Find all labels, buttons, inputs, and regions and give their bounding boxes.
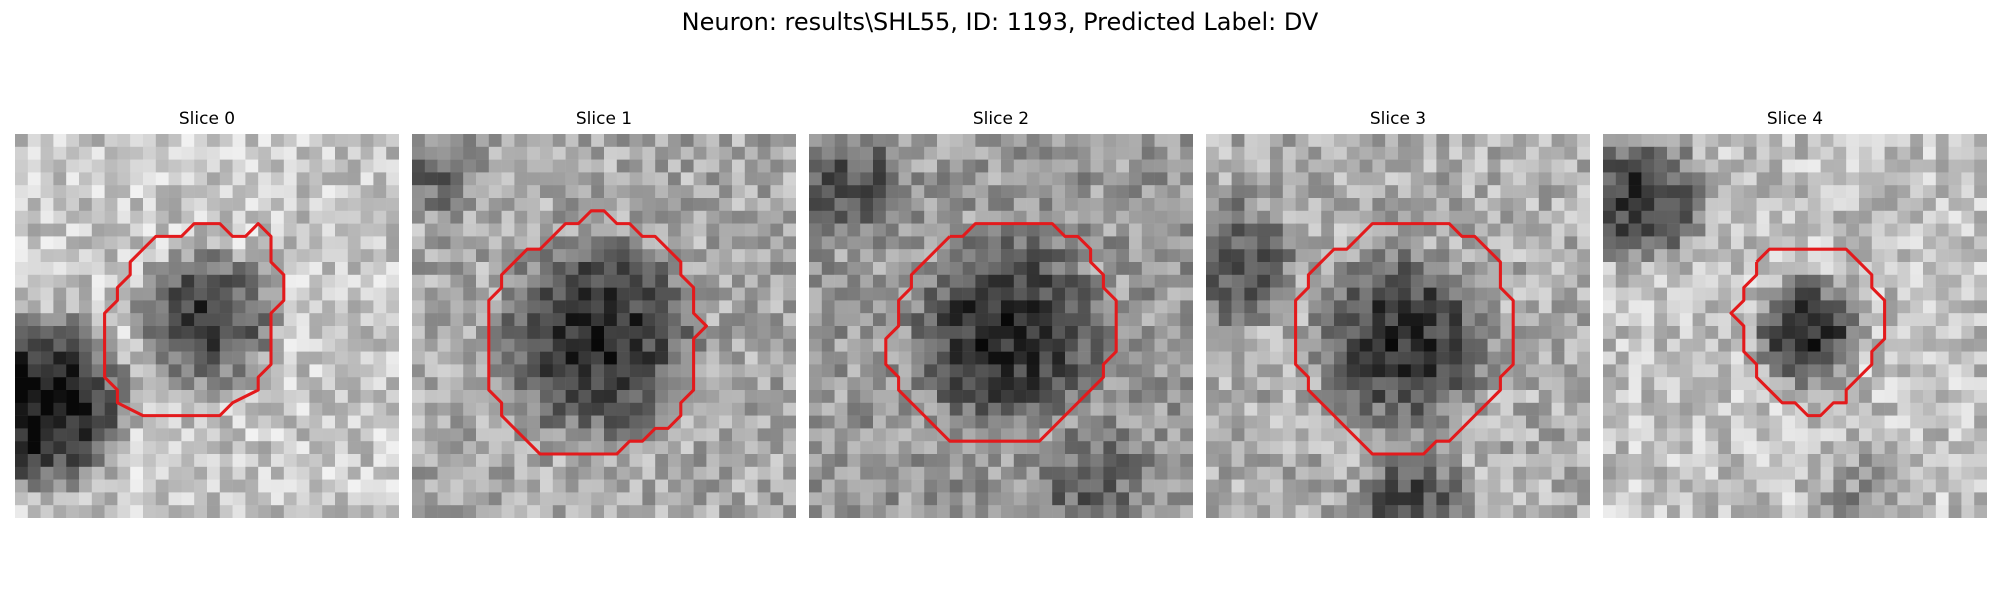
neuron-outline-3 <box>1294 222 1515 456</box>
slice-title-1: Slice 1 <box>575 109 633 129</box>
neuron-outline-4 <box>1729 247 1887 418</box>
slice-panel-2: Slice 2 <box>809 108 1193 518</box>
slice-title-3: Slice 3 <box>1369 109 1427 129</box>
slice-panel-1: Slice 1 <box>412 108 796 518</box>
slice-title-2: Slice 2 <box>972 109 1030 129</box>
neuron-outline-2 <box>884 222 1118 443</box>
slice-image-3 <box>1206 134 1590 518</box>
slice-panel-3: Slice 3 <box>1206 108 1590 518</box>
figure-title: Neuron: results\SHL55, ID: 1193, Predict… <box>681 8 1319 36</box>
neuron-outline-0 <box>103 222 286 418</box>
slice-image-0 <box>15 134 399 518</box>
slice-image-4 <box>1603 134 1987 518</box>
slice-title-4: Slice 4 <box>1766 109 1824 129</box>
slice-panel-4: Slice 4 <box>1603 108 1987 518</box>
slice-panel-0: Slice 0 <box>15 108 399 518</box>
neuron-outline-1 <box>487 209 708 456</box>
slice-image-2 <box>809 134 1193 518</box>
slice-title-0: Slice 0 <box>178 109 236 129</box>
slice-image-1 <box>412 134 796 518</box>
